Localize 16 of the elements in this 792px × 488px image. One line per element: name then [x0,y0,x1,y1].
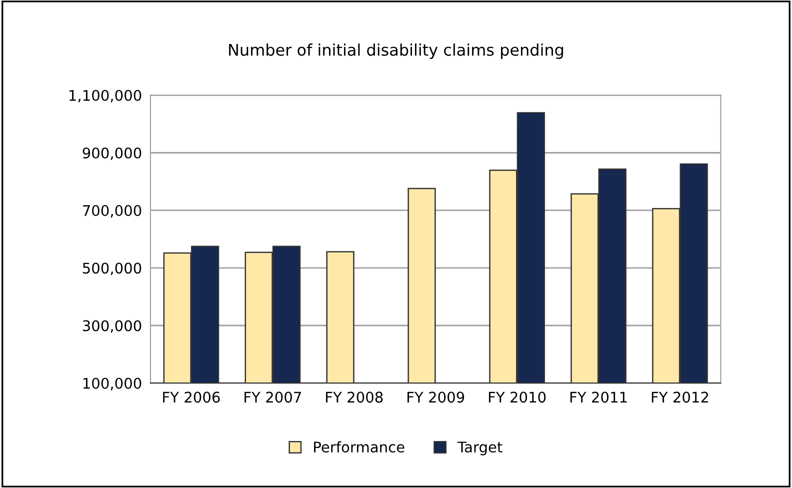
x-tick-label: FY 2007 [244,392,301,403]
x-tick-label: FY 2010 [488,392,546,403]
x-tick-label: FY 2009 [408,392,464,403]
y-tick-label: 100,000 [83,378,142,390]
chart-title: Number of initial disability claims pending [229,44,564,59]
legend-label: Target [458,442,502,456]
x-tick-label: FY 2011 [570,392,627,403]
x-tick-label: FY 2008 [326,392,383,403]
y-tick-label: 500,000 [82,262,142,276]
legend-label: Performance [314,441,404,453]
y-tick-label: 300,000 [82,320,142,333]
y-tick-label: 1,100,000 [70,90,142,102]
y-tick-label: 700,000 [83,205,142,218]
x-tick-label: FY 2006 [163,392,220,403]
x-tick-label: FY 2012 [652,392,708,403]
y-tick-label: 900,000 [82,147,142,160]
